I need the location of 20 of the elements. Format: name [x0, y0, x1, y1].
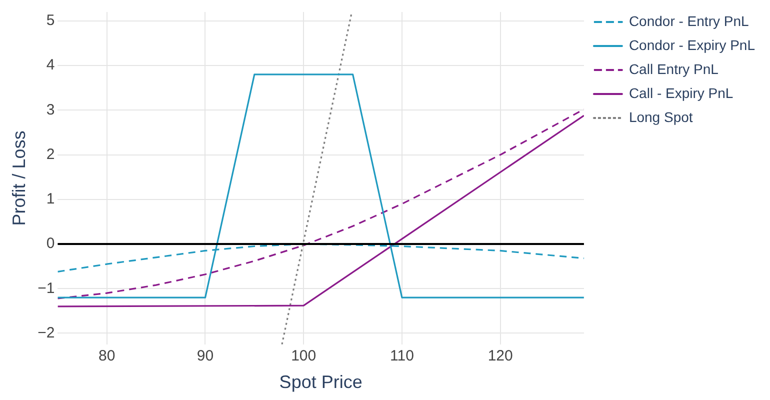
y-axis-title: Profit / Loss — [8, 130, 29, 226]
x-tick-label: 110 — [390, 348, 414, 365]
legend-label: Condor - Expiry PnL — [628, 36, 756, 53]
y-tick-label: 5 — [46, 12, 55, 30]
x-axis-title: Spot Price — [279, 372, 362, 392]
legend-label: Call Entry PnL — [628, 60, 719, 77]
x-tick-label: 100 — [291, 348, 316, 365]
y-tick-label: 0 — [46, 235, 55, 252]
legend-label: Call - Expiry PnL — [628, 84, 734, 101]
x-tick-label: 90 — [196, 348, 214, 365]
legend-label: Long Spot — [628, 108, 693, 125]
y-tick-label: 2 — [46, 146, 55, 163]
legend-label: Condor - Entry PnL — [628, 12, 749, 29]
y-tick-label: 4 — [46, 56, 55, 74]
y-tick-label: 3 — [46, 101, 55, 118]
x-tick-label: 80 — [98, 348, 116, 365]
y-tick-label: −1 — [38, 280, 55, 297]
y-tick-label: 1 — [46, 190, 55, 208]
x-tick-label: 120 — [488, 348, 513, 365]
y-tick-label: −2 — [38, 324, 55, 342]
